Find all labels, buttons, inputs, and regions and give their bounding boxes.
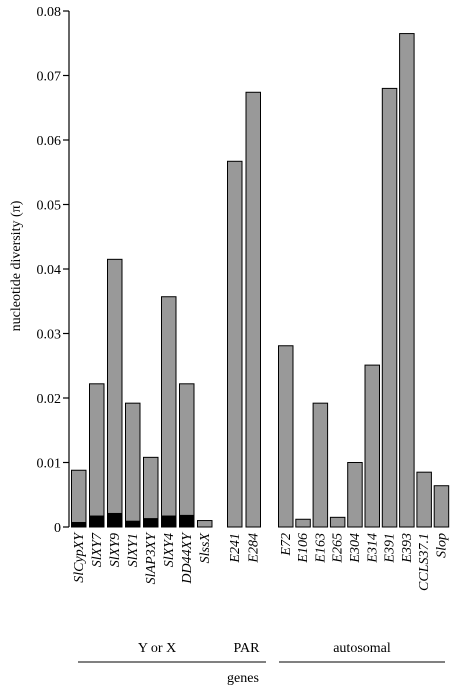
y-tick-label: 0	[54, 521, 61, 536]
bar-slxy7	[89, 383, 105, 528]
category-label: SlXY7	[90, 532, 105, 567]
y-tick-label: 0.05	[37, 199, 62, 214]
y-axis-title: nucleotide diversity (π)	[9, 200, 24, 331]
bar-dd44xy	[179, 383, 195, 528]
category-label: E391	[383, 533, 398, 564]
x-axis-title: genes	[227, 671, 259, 686]
bar-e304	[347, 462, 363, 528]
group-label: autosomal	[333, 641, 391, 656]
category-label: E284	[246, 533, 261, 564]
bar-inner-slap3xy	[143, 518, 159, 528]
bar-e72	[278, 345, 294, 528]
category-label: E72	[279, 533, 294, 557]
category-label: SlXY9	[108, 533, 123, 567]
category-label: E163	[313, 533, 328, 564]
bar-e163	[312, 402, 329, 528]
y-axis: 0 0.01 0.02 0.03 0.04 0.05 0.06 0.07 0.08	[37, 5, 70, 536]
bar-slxy1	[125, 402, 141, 528]
category-label: SlCypXY	[72, 531, 87, 583]
bar-e314	[364, 364, 380, 528]
category-label: E393	[400, 533, 415, 564]
bar-e106	[295, 518, 311, 528]
bar-slcypxy	[71, 469, 87, 528]
bar-ccls37-1	[416, 471, 432, 528]
category-label: DD44XY	[180, 531, 195, 585]
category-label: CCLS37.1	[417, 533, 432, 591]
group-label: Y or X	[138, 641, 176, 656]
bar-slop	[433, 485, 450, 528]
y-tick-label: 0.01	[37, 457, 62, 472]
bar-e391	[381, 87, 398, 528]
bar-inner-slxy7	[89, 515, 105, 528]
y-tick-label: 0.07	[37, 70, 62, 85]
y-tick-label: 0.06	[37, 134, 62, 149]
category-label: Slop	[434, 533, 449, 558]
bar-e241	[227, 160, 243, 528]
bar-e284	[245, 91, 261, 528]
category-label: E241	[228, 533, 243, 564]
bar-inner-slxy1	[125, 520, 141, 528]
bar-slxy9	[107, 258, 123, 528]
category-label: SlssX	[198, 533, 213, 564]
y-tick-label: 0.04	[37, 263, 62, 278]
group-label: PAR	[234, 641, 261, 656]
category-label: SlXY1	[126, 533, 141, 567]
bar-slap3xy	[143, 456, 159, 528]
bar-inner-dd44xy	[179, 514, 195, 528]
category-label: E265	[331, 533, 346, 564]
bar-e265	[329, 516, 346, 528]
category-label: SlAP3XY	[144, 531, 159, 585]
y-tick-label: 0.02	[37, 392, 62, 407]
category-label: E106	[296, 533, 311, 564]
category-label: SlXY4	[162, 533, 177, 567]
y-tick-label: 0.03	[37, 328, 62, 343]
bar-inner-slcypxy	[71, 521, 87, 528]
bar-inner-slxy4	[161, 515, 177, 528]
category-labels: SlCypXY SlXY7 SlXY9 SlXY1 SlAP3XY SlXY4 DD44XY…	[72, 531, 450, 591]
bar-inner-slxy9	[107, 512, 123, 528]
bar-slxy4	[161, 296, 177, 528]
bars	[71, 33, 450, 528]
category-label: E314	[365, 533, 380, 564]
bar-slssx	[197, 520, 213, 528]
bar-e393	[399, 33, 415, 528]
gene-groups: Y or X PAR autosomal	[78, 641, 445, 663]
category-label: E304	[348, 533, 363, 564]
y-tick-label: 0.08	[37, 5, 62, 20]
